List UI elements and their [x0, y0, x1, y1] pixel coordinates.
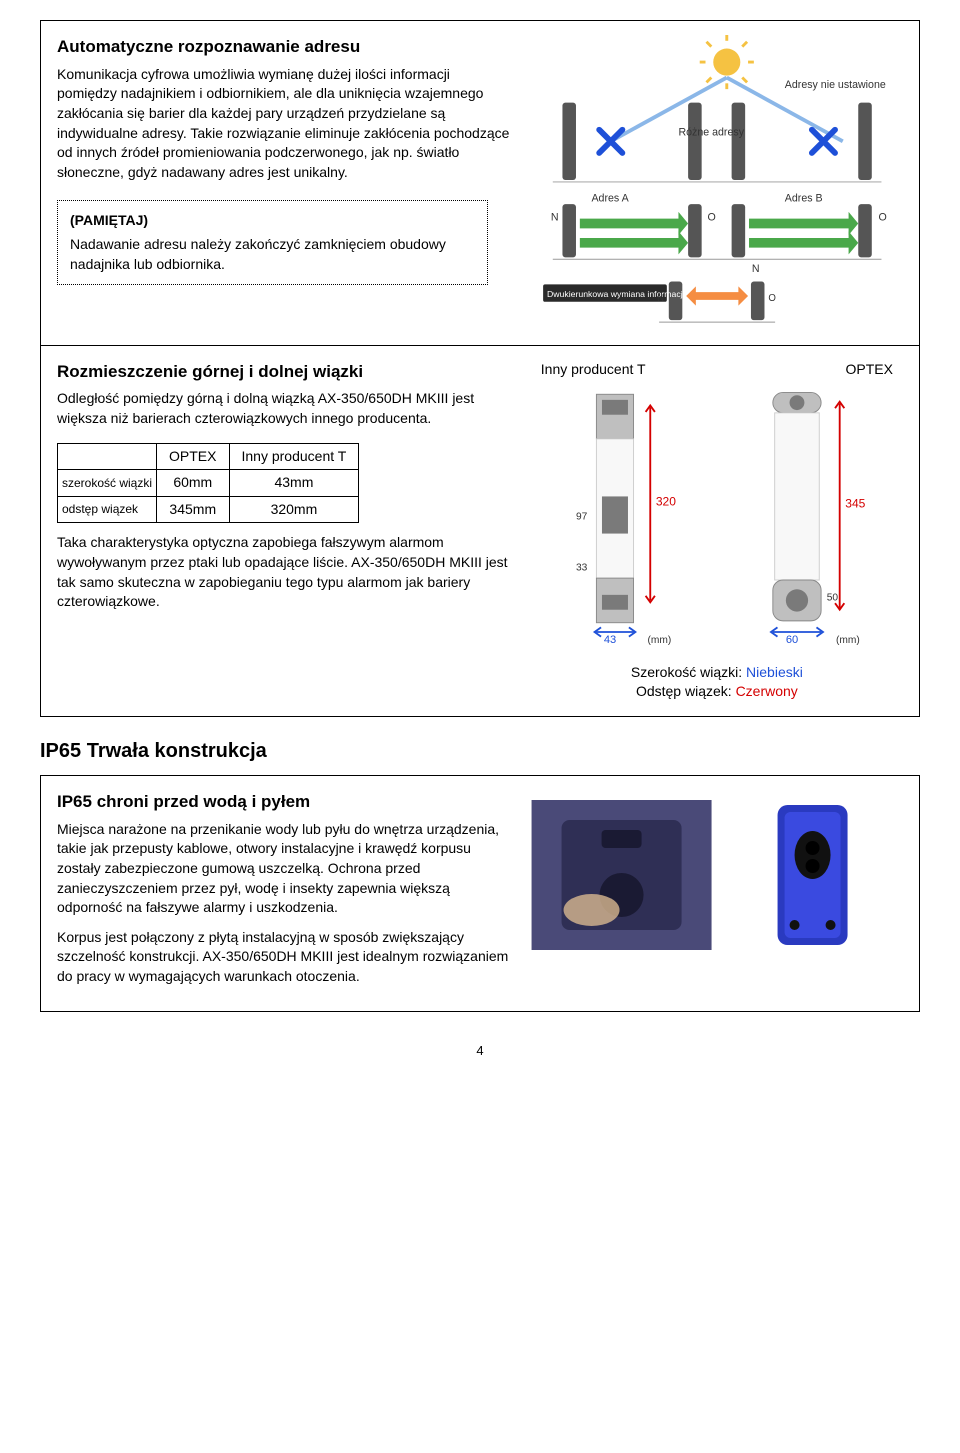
label-addrB: Adres B — [785, 192, 823, 204]
svg-text:(mm): (mm) — [647, 635, 671, 645]
svg-text:50: 50 — [826, 593, 838, 604]
table-cell: 43mm — [229, 470, 359, 497]
section-address-and-spacing: Automatyczne rozpoznawanie adresu Komuni… — [40, 20, 920, 717]
address-diagram-col: Adresy nie ustawione Różne adresy — [531, 35, 903, 331]
svg-text:N: N — [752, 263, 760, 275]
label-O2: O — [878, 212, 886, 224]
dim-other-w: 43 — [604, 634, 616, 645]
fig-labels: Inny producent T OPTEX — [531, 360, 903, 380]
ip65-title: IP65 chroni przed wodą i pyłem — [57, 790, 511, 814]
color-legend: Szerokość wiązki: Niebieski Odstęp wiąze… — [531, 663, 903, 702]
address-diagram: Adresy nie ustawione Różne adresy — [531, 35, 903, 325]
section-ip65: IP65 chroni przed wodą i pyłem Miejsca n… — [40, 775, 920, 1012]
svg-text:97: 97 — [576, 512, 588, 523]
svg-text:N: N — [657, 293, 664, 304]
remember-body: Nadawanie adresu należy zakończyć zamkni… — [70, 235, 475, 274]
address-title: Automatyczne rozpoznawanie adresu — [57, 35, 511, 59]
label-sun: Adresy nie ustawione — [785, 79, 886, 91]
ip65-body2: Korpus jest połączony z płytą instalacyj… — [57, 928, 511, 987]
table-cell: OPTEX — [157, 443, 229, 470]
legend-width-label: Szerokość wiązki: — [631, 664, 742, 680]
ip65-photo-col — [531, 790, 903, 997]
spacing-title: Rozmieszczenie górnej i dolnej wiązki — [57, 360, 511, 384]
dim-other-h: 320 — [656, 495, 676, 509]
svg-text:33: 33 — [576, 563, 588, 574]
dim-optex-w: 60 — [786, 634, 798, 645]
table-cell: 60mm — [157, 470, 229, 497]
table-row: OPTEX Inny producent T — [58, 443, 359, 470]
fig-label-left: Inny producent T — [541, 360, 646, 380]
table-cell: Inny producent T — [229, 443, 359, 470]
table-cell — [58, 443, 157, 470]
svg-text:O: O — [768, 293, 776, 304]
row-address: Automatyczne rozpoznawanie adresu Komuni… — [57, 35, 903, 331]
spacing-body1: Odległość pomiędzy górną i dolną wiązką … — [57, 389, 511, 428]
ip65-body1: Miejsca narażone na przenikanie wody lub… — [57, 820, 511, 918]
ip65-text-col: IP65 chroni przed wodą i pyłem Miejsca n… — [57, 790, 511, 997]
legend-gap-value: Czerwony — [736, 683, 798, 699]
table-row: szerokość wiązki 60mm 43mm — [58, 470, 359, 497]
label-mid: Różne adresy — [678, 127, 744, 139]
address-text-col: Automatyczne rozpoznawanie adresu Komuni… — [57, 35, 511, 331]
table-cell: odstęp wiązek — [58, 496, 157, 523]
remember-title: (PAMIĘTAJ) — [70, 211, 475, 231]
label-addrA: Adres A — [591, 192, 629, 204]
spacing-diagram: 320 97 33 43 (mm) — [531, 385, 903, 645]
row-ip65: IP65 chroni przed wodą i pyłem Miejsca n… — [57, 790, 903, 997]
table-cell: 345mm — [157, 496, 229, 523]
address-body: Komunikacja cyfrowa umożliwia wymianę du… — [57, 65, 511, 183]
spacing-body2: Taka charakterystyka optyczna zapobiega … — [57, 533, 511, 611]
table-cell: szerokość wiązki — [58, 470, 157, 497]
table-row: odstęp wiązek 345mm 320mm — [58, 496, 359, 523]
ip65-photo-right — [722, 800, 903, 950]
comparison-table: OPTEX Inny producent T szerokość wiązki … — [57, 443, 359, 524]
ip65-photo-left — [531, 800, 712, 950]
svg-text:(mm): (mm) — [836, 635, 860, 645]
row-spacing: Rozmieszczenie górnej i dolnej wiązki Od… — [57, 360, 903, 702]
legend-width-value: Niebieski — [746, 664, 803, 680]
fig-label-right: OPTEX — [846, 360, 893, 380]
legend-gap-label: Odstęp wiązek: — [636, 683, 732, 699]
label-O1: O — [707, 212, 715, 224]
table-cell: 320mm — [229, 496, 359, 523]
ip65-heading: IP65 Trwała konstrukcja — [40, 737, 920, 765]
dim-optex-h: 345 — [845, 497, 865, 511]
svg-text:N: N — [551, 212, 559, 224]
remember-box: (PAMIĘTAJ) Nadawanie adresu należy zakoń… — [57, 200, 488, 285]
page-number: 4 — [40, 1042, 920, 1060]
spacing-text-col: Rozmieszczenie górnej i dolnej wiązki Od… — [57, 360, 511, 702]
spacing-diagram-col: Inny producent T OPTEX — [531, 360, 903, 702]
